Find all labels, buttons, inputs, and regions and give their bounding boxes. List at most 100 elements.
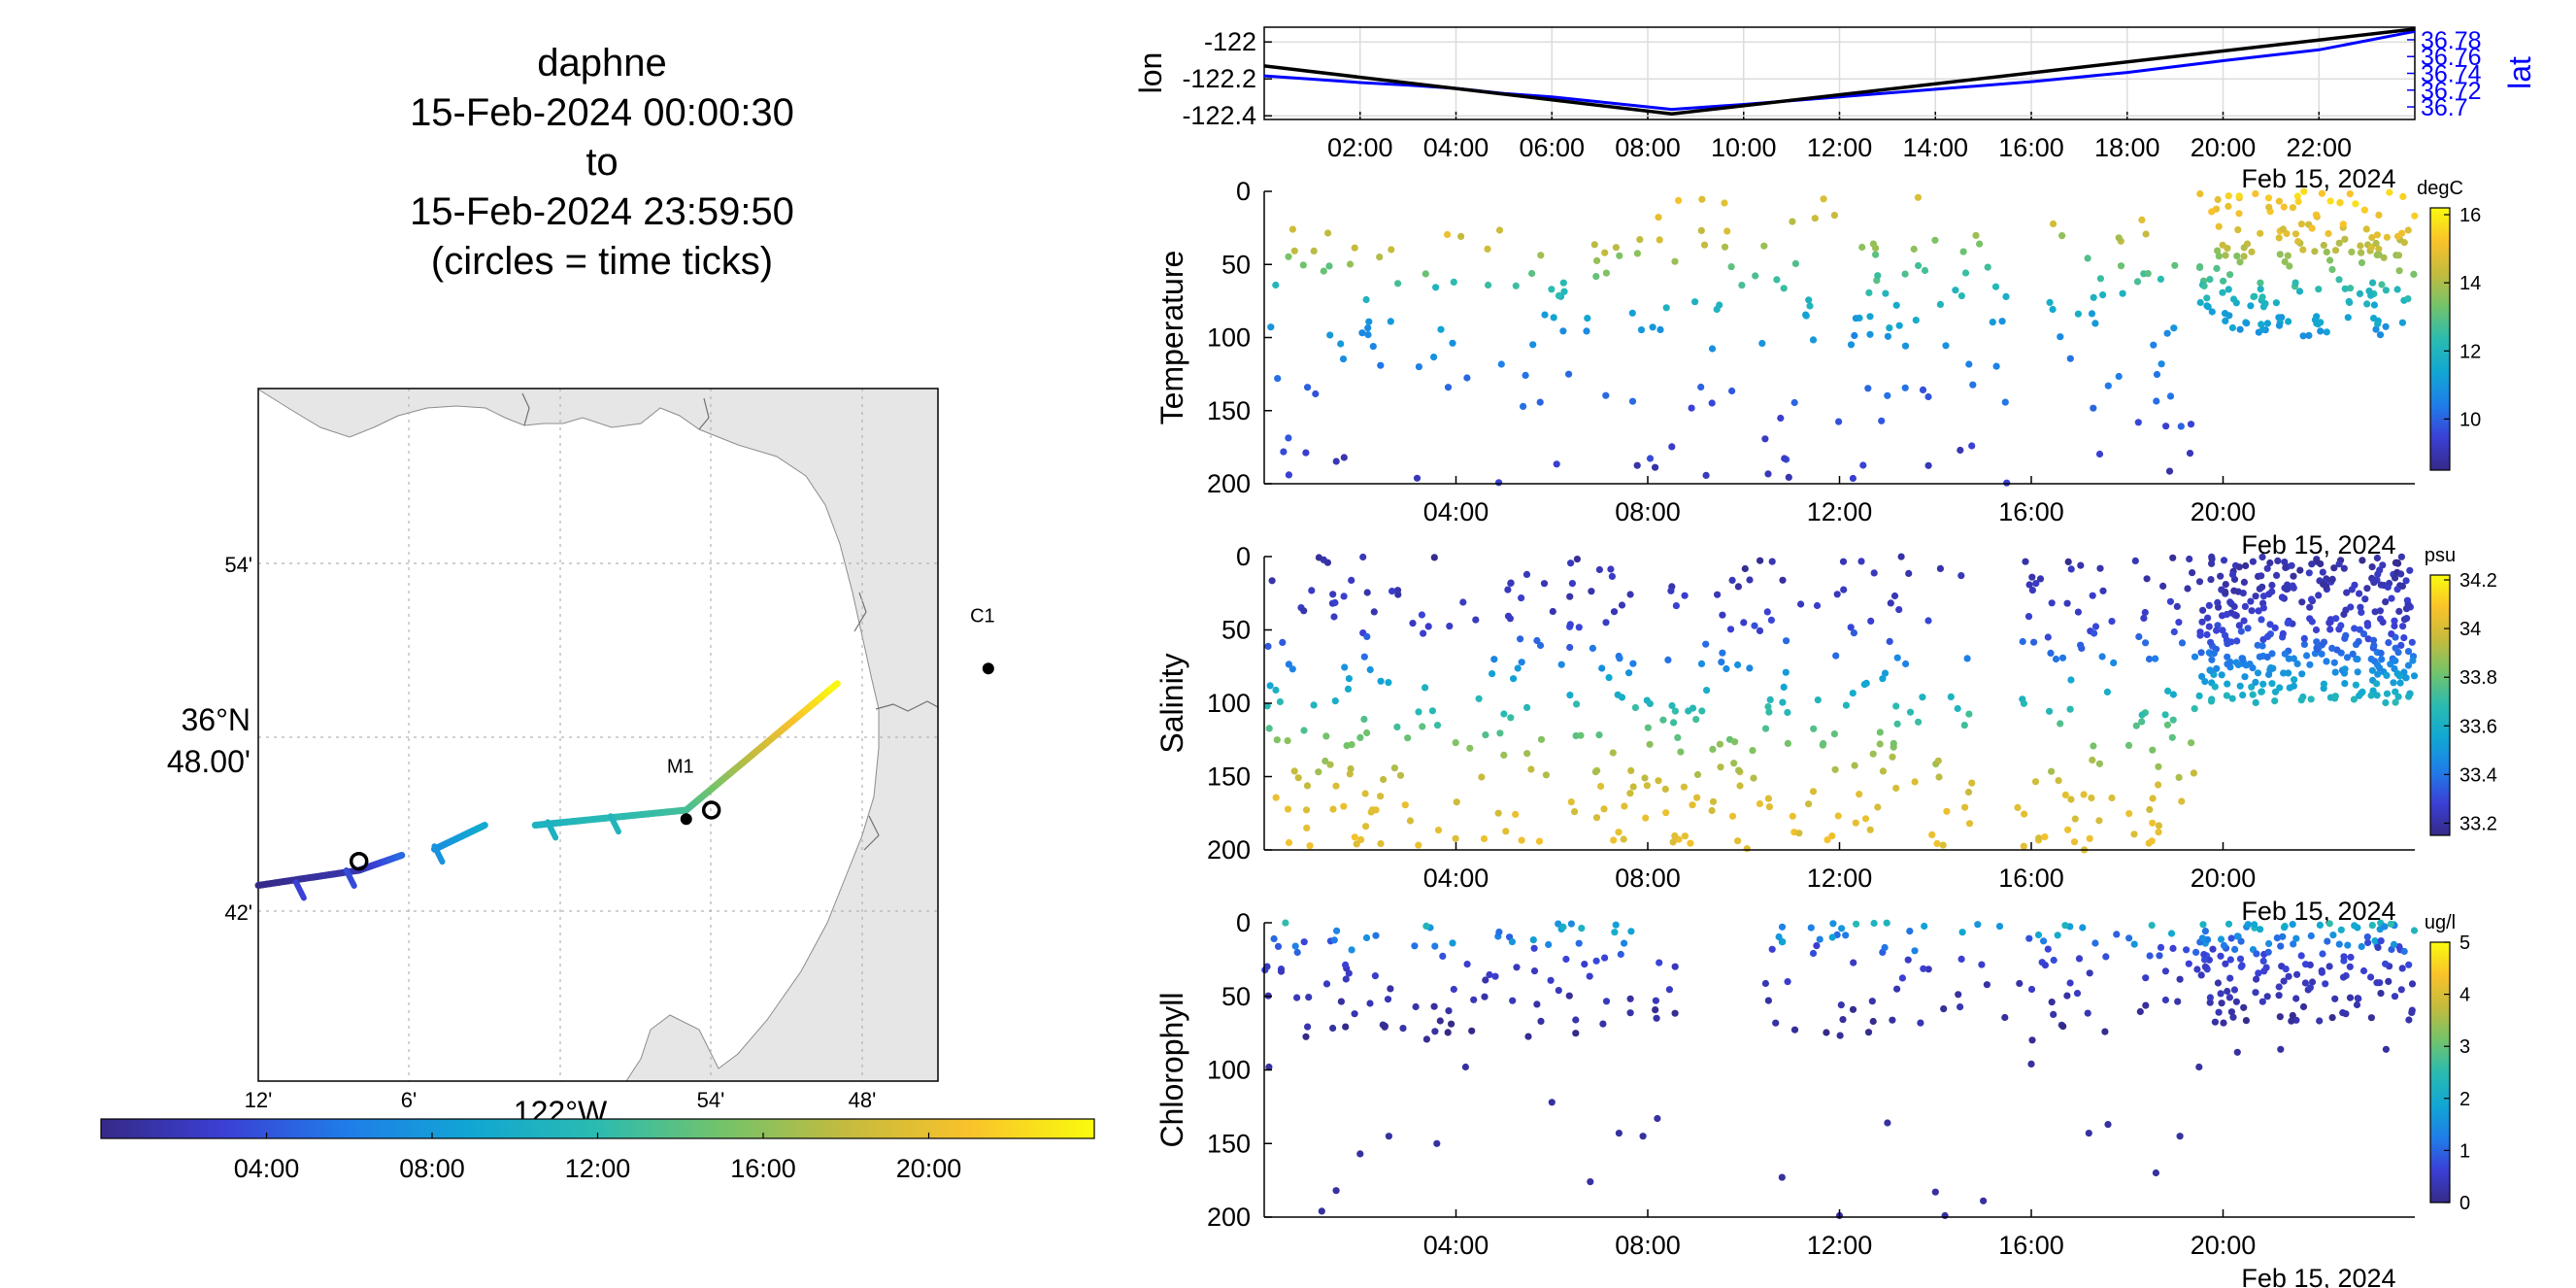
temperature-point (2399, 192, 2407, 200)
chlorophyll-point (2280, 977, 2288, 985)
salinity-point (2288, 561, 2295, 569)
temperature-point (1388, 246, 1395, 254)
salinity-point (2028, 587, 2036, 594)
salinity-point (1362, 823, 1370, 830)
chlorophyll-point (1578, 925, 1586, 932)
salinity-point (1363, 589, 1371, 596)
temperature-point (2224, 245, 2231, 253)
temperature-point (2292, 230, 2300, 238)
temperature-point (1376, 254, 1384, 261)
salinity-point (2175, 773, 2183, 782)
y-tick-label: -122.4 (1182, 101, 1256, 130)
temperature-point (2382, 287, 2390, 294)
salinity-point (2024, 613, 2033, 621)
chlorophyll-point (2344, 941, 2352, 949)
temperature-point (1968, 442, 1976, 450)
temperature-point (2235, 210, 2243, 218)
chlorophyll-point (1293, 994, 1301, 1001)
chlorophyll-point (1904, 956, 1912, 964)
salinity-point (1363, 729, 1371, 737)
temperature-point (1529, 341, 1537, 349)
y2-tick-label: 36.76 (2421, 44, 2482, 71)
temperature-point (1332, 458, 1340, 465)
chlorophyll-point (2079, 924, 2087, 932)
temperature-point (2292, 279, 2299, 287)
temperature-point (2236, 258, 2244, 266)
chlorophyll-point (1809, 949, 1818, 958)
chlorophyll-point (1329, 1024, 1337, 1033)
map-frame (257, 388, 939, 1082)
temperature-point (2398, 319, 2406, 326)
chlorophyll-point (1575, 939, 1583, 947)
salinity-point (1933, 839, 1941, 848)
salinity-point (2220, 557, 2228, 564)
temperature-point (2360, 206, 2368, 214)
salinity-point (2207, 638, 2215, 646)
chlorophyll-point (1433, 1139, 1441, 1147)
time-colorbar-tick-label: 04:00 (234, 1154, 300, 1183)
salinity-point (2382, 598, 2390, 606)
salinity-point (2384, 583, 2392, 592)
salinity-point (1536, 641, 1545, 650)
salinity-point (1850, 629, 1857, 637)
temperature-point (2263, 320, 2271, 327)
salinity-point (2392, 688, 2399, 695)
salinity-point (1746, 576, 1754, 584)
temperature-point (2318, 189, 2325, 197)
salinity-point (2259, 604, 2267, 612)
salinity-point (2315, 592, 2323, 599)
salinity-point (2223, 692, 2230, 699)
salinity-point (2397, 553, 2405, 560)
chlorophyll-point (2376, 979, 2384, 987)
salinity-point (1507, 714, 1515, 722)
land-area (256, 388, 939, 1082)
chlorophyll-point (2176, 1133, 2184, 1140)
chlorophyll-point (2390, 940, 2398, 949)
salinity-point (2155, 822, 2162, 830)
salinity-point (1789, 812, 1796, 820)
temperature-point (1835, 418, 1843, 425)
chlorophyll-point (1270, 934, 1278, 943)
salinity-point (2046, 707, 2054, 715)
temperature-point (2234, 226, 2242, 234)
salinity-point (2236, 682, 2244, 690)
x-tick-label: 20:00 (2191, 1231, 2257, 1260)
chlorophyll-point (2368, 922, 2376, 930)
salinity-point (1347, 764, 1355, 773)
temperature-point (1326, 331, 1334, 339)
chlorophyll-point (2325, 920, 2333, 928)
temperature-point (2203, 294, 2211, 302)
chlorophyll-point (2001, 1013, 2009, 1022)
salinity-point (1527, 765, 1535, 773)
salinity-point (1331, 697, 1339, 705)
chlorophyll-point (2176, 975, 2184, 983)
salinity-point (2199, 606, 2207, 614)
salinity-point (1957, 572, 1965, 580)
chlorophyll-point (1761, 979, 1769, 988)
salinity-point (2367, 655, 2375, 663)
salinity-point (1851, 762, 1858, 769)
salinity-point (1321, 757, 1329, 765)
x-tick-label: 08:00 (1615, 133, 1681, 162)
temperature-point (2133, 278, 2142, 286)
chlorophyll-point (2337, 926, 2345, 933)
temperature-point (1760, 242, 1768, 250)
chlorophyll-point (1332, 1187, 1340, 1195)
salinity-point (1404, 734, 1412, 742)
salinity-point (2355, 637, 2362, 646)
temperature-point (1874, 272, 1882, 280)
y-tick-label: 100 (1207, 1056, 1251, 1085)
salinity-point (1671, 707, 1679, 715)
temperature-point (2115, 372, 2123, 381)
chlorophyll-point (2232, 998, 2240, 1005)
salinity-point (2242, 661, 2250, 669)
salinity-point (2213, 664, 2221, 672)
salinity-point (1332, 782, 1340, 790)
chlorophyll-point (1778, 1173, 1786, 1181)
chlorophyll-point (2265, 939, 2273, 948)
salinity-point (2125, 810, 2133, 818)
chlorophyll-point (2240, 1003, 2248, 1011)
chlorophyll-point (1384, 996, 1392, 1003)
salinity-point (2211, 683, 2219, 691)
salinity-point (1697, 660, 1706, 668)
